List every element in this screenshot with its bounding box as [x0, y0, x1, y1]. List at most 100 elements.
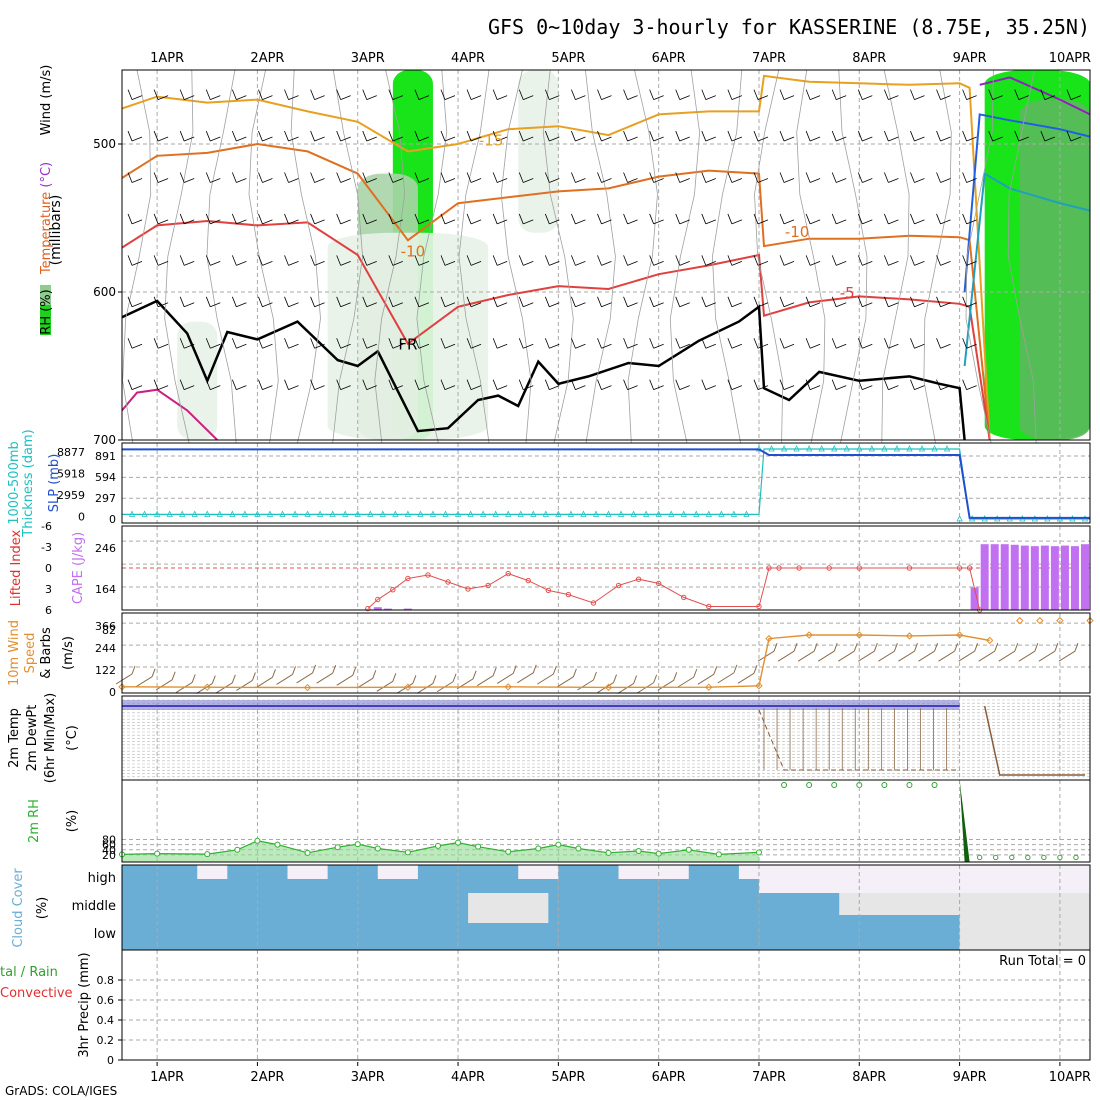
wind-barb [649, 172, 664, 183]
wind-barb [936, 296, 951, 308]
wind-barb [362, 255, 377, 266]
wind-barb [649, 379, 664, 391]
wind-speed-marker [1036, 616, 1044, 625]
wind-barb [597, 213, 612, 225]
wind-barb [884, 89, 899, 100]
wind-barb [779, 338, 795, 349]
wind-barb [231, 255, 247, 266]
wind-barb [258, 255, 273, 266]
wind-barb [205, 379, 221, 391]
wind-tick: 366 [95, 620, 116, 633]
surface-wind-barb [115, 665, 136, 685]
wind-barb [518, 89, 534, 100]
thickness-marker [931, 445, 938, 452]
wind-barb [962, 296, 977, 308]
wind-barb [336, 172, 351, 183]
wind-barb [388, 255, 403, 266]
thickness-marker [454, 510, 462, 517]
cape-bar [1000, 544, 1009, 610]
rh-marker [274, 841, 281, 848]
surface-wind-barb [1018, 643, 1039, 662]
li-marker [906, 565, 913, 571]
wind-barb [1014, 89, 1029, 100]
thickness-marker [279, 510, 286, 517]
wind-barb [466, 130, 482, 142]
thickness-marker [730, 510, 738, 517]
thickness-tick: 8877 [57, 446, 85, 459]
wind-barb [388, 89, 403, 100]
cloud-gap [738, 865, 759, 879]
wind-barb [831, 296, 847, 308]
wind-barb [492, 338, 508, 349]
wind-barb [910, 296, 925, 308]
rh-marker [334, 844, 341, 851]
li-marker [826, 565, 832, 571]
wind-barb [388, 172, 403, 183]
wind-barb [701, 213, 716, 225]
cape-bar [970, 587, 979, 610]
wind-label-d: (m/s) [61, 636, 76, 670]
precip-tick: 0.8 [97, 974, 115, 987]
wind-label-a: 10m Wind [7, 620, 22, 686]
bottom-date-axis: 1APR 2APR 3APR 4APR 5APR 6APR 7APR 8APR 9APR 10AP… [150, 1062, 1091, 1085]
wind-barb [831, 130, 847, 142]
wind-barb [205, 296, 221, 308]
rh-contour-line [542, 69, 574, 444]
wind-barb [675, 213, 690, 225]
wind-barb [336, 338, 351, 349]
thickness-marker [392, 510, 399, 517]
rh-marker [715, 851, 722, 858]
wind-barb [492, 172, 508, 183]
precip-frame [121, 949, 1091, 1061]
rh-marker [304, 849, 311, 856]
wind-barb [701, 172, 716, 183]
wind-barb [727, 213, 743, 225]
wind-barb [492, 296, 508, 308]
surface-wind-barb [236, 672, 256, 691]
rh-contour-line [248, 69, 279, 444]
wind-barb [414, 172, 430, 183]
cape-bar [403, 608, 412, 610]
wind-barb [231, 213, 247, 225]
wind-barb [362, 130, 377, 142]
temp-label-b: 2m DewPt [25, 705, 40, 772]
rh-contour-line [754, 69, 784, 444]
wind-barb [805, 338, 821, 349]
rh-band [1019, 99, 1090, 440]
wind-barb [362, 379, 377, 391]
li-marker [445, 579, 451, 585]
thickness-marker [492, 510, 499, 517]
rh-marker [655, 850, 662, 857]
thickness-marker [567, 510, 575, 517]
li-tick: 6 [45, 604, 52, 617]
wind-barb [884, 255, 899, 266]
wind-barb [936, 338, 951, 349]
li-marker [776, 565, 782, 571]
cloud-gap [197, 865, 228, 879]
wind-barb [440, 130, 456, 142]
wind-barb [153, 213, 169, 225]
wind-barb [440, 338, 456, 349]
wind-barb [544, 130, 560, 142]
surface-wind-barb [135, 668, 156, 688]
thickness-marker [805, 445, 813, 452]
wind-barb [284, 255, 299, 266]
rh-tick: 20 [102, 849, 116, 862]
wind-axis-label: Wind (m/s) [39, 65, 54, 136]
li-marker [966, 565, 973, 571]
wind-barb [910, 338, 925, 349]
li-label: Lifted Index [9, 529, 24, 606]
top-date-label: 9APR [953, 51, 987, 66]
rh-marker [605, 849, 612, 856]
wind-barb [779, 130, 795, 142]
wind-barb [805, 89, 821, 100]
thickness-marker [768, 445, 775, 452]
surface-wind-barb [597, 674, 617, 693]
thickness-label-a: 1000-500mb [7, 441, 22, 525]
wind-barb [127, 130, 143, 142]
rh-line [121, 840, 760, 856]
wind-barb [544, 255, 560, 266]
wind-label-c: & Barbs [39, 627, 54, 679]
surface-wind-barb [316, 665, 337, 684]
wind-barb [623, 296, 638, 308]
